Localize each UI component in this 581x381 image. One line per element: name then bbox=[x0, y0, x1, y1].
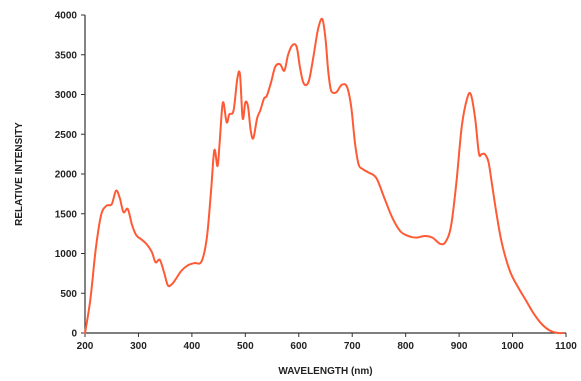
y-axis-label: RELATIVE INTENSITY bbox=[14, 122, 25, 226]
y-tick-label: 500 bbox=[60, 289, 77, 300]
y-tick-label: 2000 bbox=[55, 170, 78, 181]
axes bbox=[84, 15, 566, 334]
y-tick-label: 2500 bbox=[55, 130, 78, 141]
y-tick-label: 3000 bbox=[55, 90, 78, 101]
y-tick-label: 1000 bbox=[55, 249, 78, 260]
x-tick-label: 200 bbox=[77, 341, 94, 352]
y-tick-label: 3500 bbox=[55, 50, 78, 61]
x-tick-label: 300 bbox=[130, 341, 147, 352]
x-tick-label: 1100 bbox=[555, 341, 577, 352]
series-line bbox=[84, 17, 565, 335]
x-tick-label: 700 bbox=[344, 341, 361, 352]
series-layer bbox=[84, 17, 565, 335]
ticks: 200 300 400 500 600 700 800 900 1000 1100 0 500 1000… bbox=[55, 11, 578, 353]
x-tick-label: 400 bbox=[184, 341, 201, 352]
y-tick-label: 1500 bbox=[55, 209, 78, 220]
x-axis-label: WAVELENGTH (nm) bbox=[278, 366, 372, 377]
x-tick-label: 600 bbox=[290, 341, 307, 352]
x-tick-label: 500 bbox=[237, 341, 254, 352]
x-tick-label: 900 bbox=[451, 341, 468, 352]
y-tick-label: 4000 bbox=[55, 11, 78, 22]
x-tick-label: 1000 bbox=[501, 341, 524, 352]
y-tick-label: 0 bbox=[71, 329, 77, 340]
x-tick-label: 800 bbox=[397, 341, 414, 352]
